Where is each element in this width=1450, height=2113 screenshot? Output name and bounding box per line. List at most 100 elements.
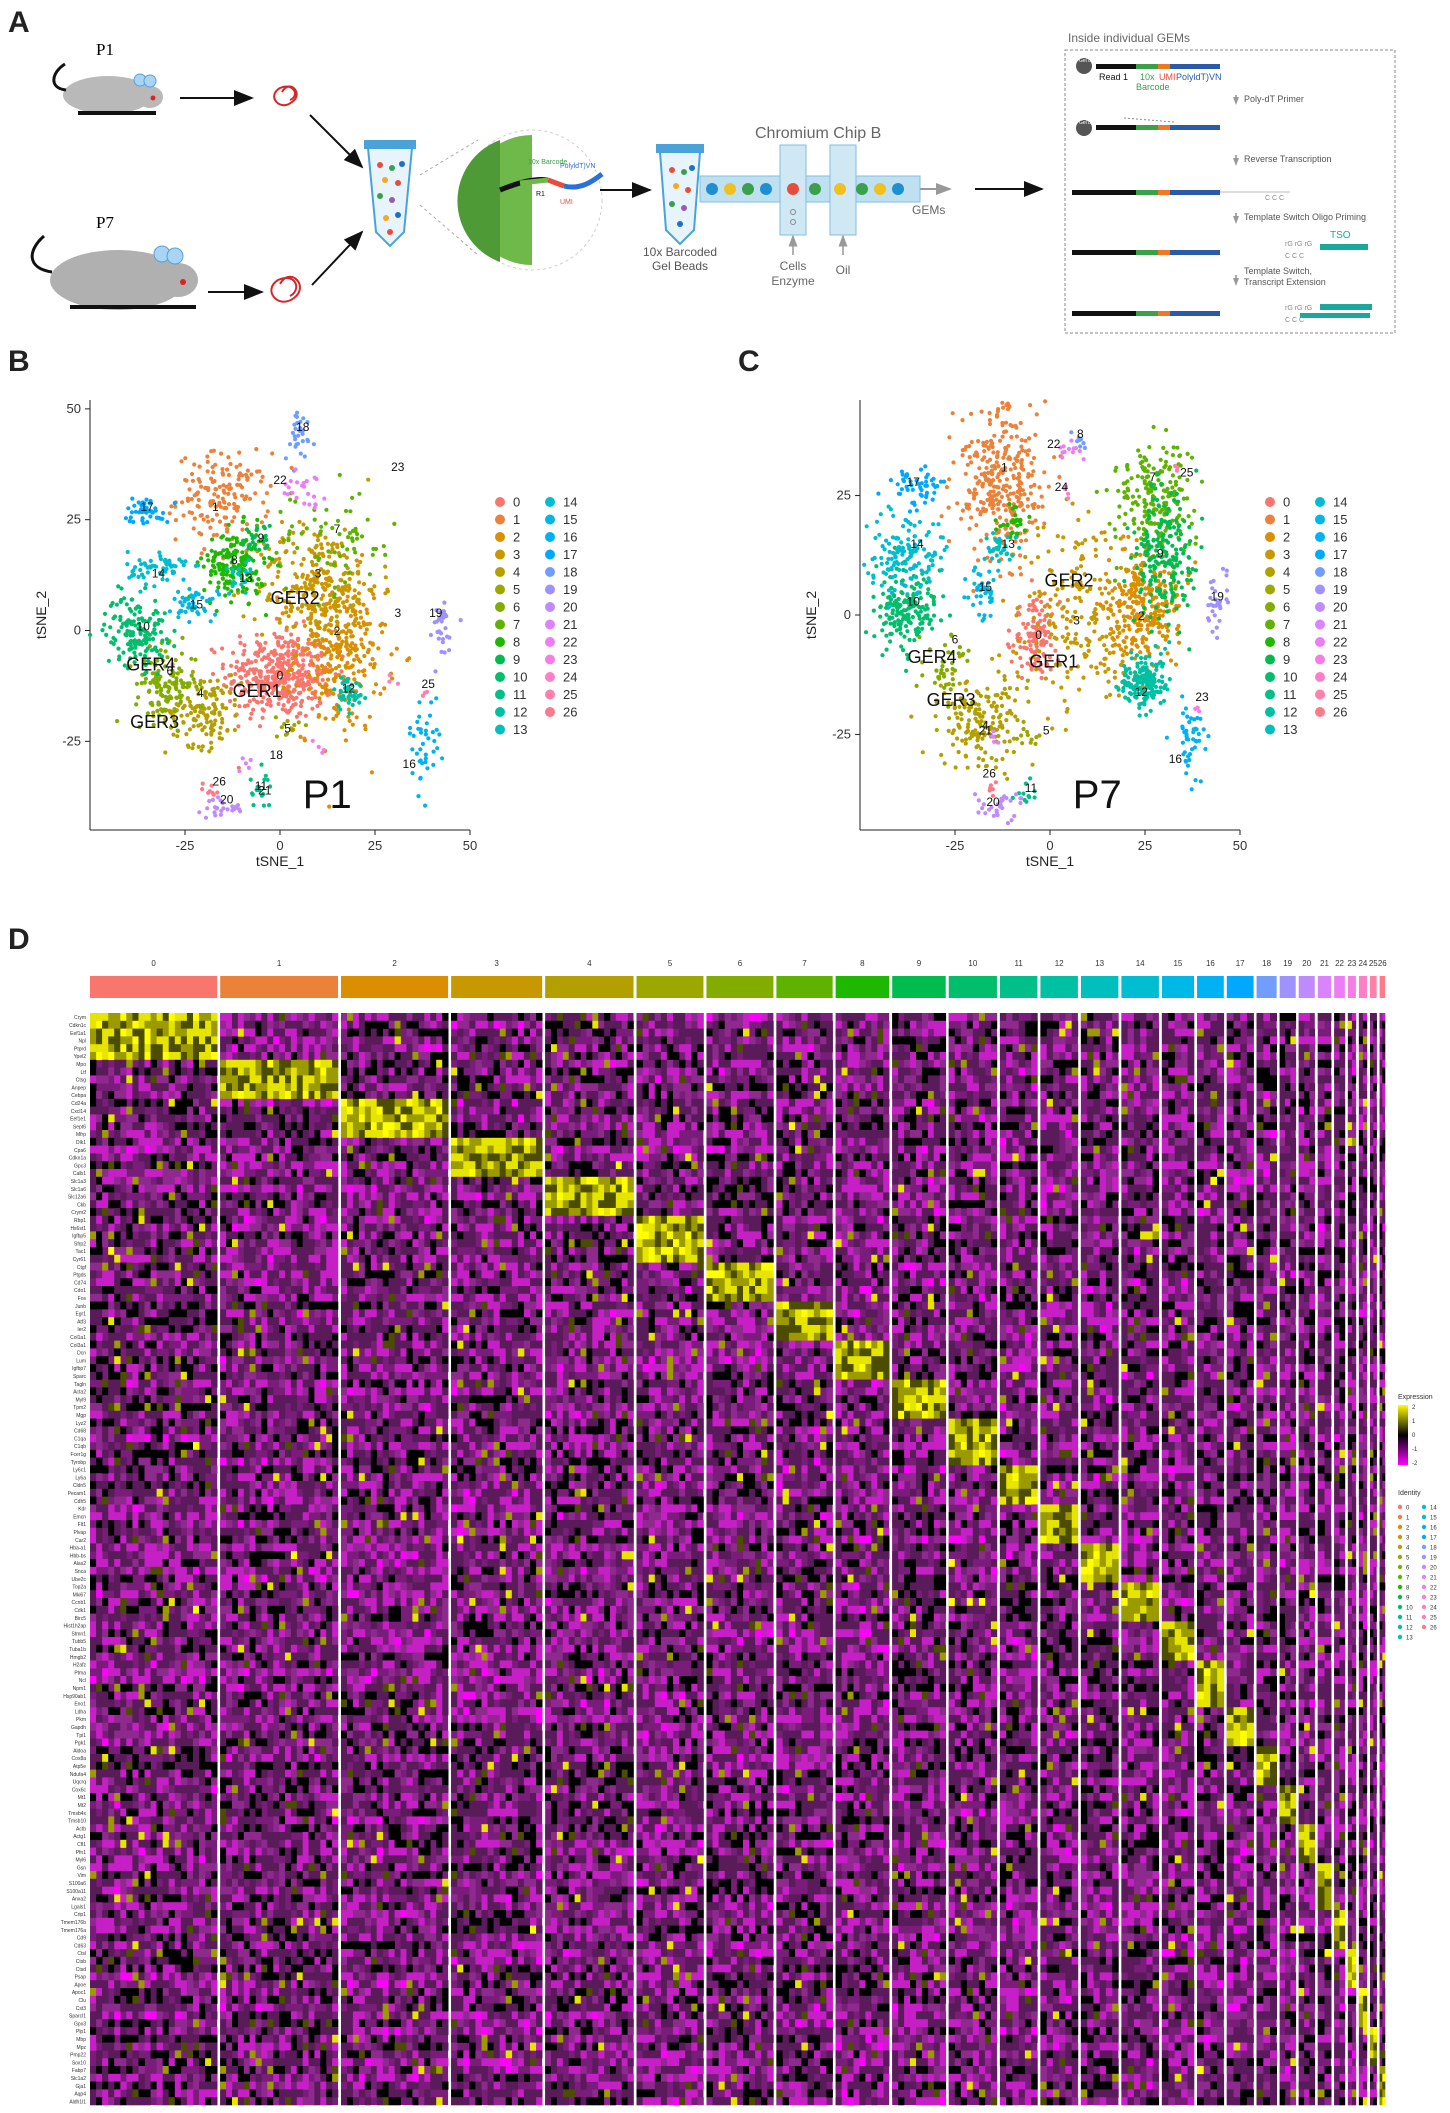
scatter-point-cluster-14: [158, 556, 163, 562]
scatter-point-cluster-2: [320, 593, 326, 598]
heatmap-cell: [904, 1013, 911, 1022]
scatter-point-cluster-0: [296, 678, 301, 683]
scatter-point-cluster-3: [311, 583, 316, 588]
scatter-point-cluster-3: [299, 585, 304, 590]
heatmap-cell: [724, 1013, 732, 1022]
scatter-point-cluster-12: [358, 683, 363, 688]
scatter-points: [88, 410, 463, 820]
scatter-point-cluster-9: [1146, 516, 1151, 521]
scatter-point-cluster-7: [1175, 445, 1180, 450]
scatter-point-cluster-0: [1029, 667, 1034, 672]
scatter-point-cluster-3: [1103, 656, 1108, 661]
scatter-point-cluster-10: [896, 602, 901, 607]
heatmap-cell: [308, 1013, 315, 1022]
scatter-point-cluster-10: [920, 620, 925, 626]
panel-label-a: A: [8, 6, 30, 40]
scatter-point-cluster-14: [893, 555, 898, 560]
scatter-point-cluster-17: [136, 500, 141, 505]
scatter-point-cluster-14: [141, 575, 146, 580]
scatter-point-cluster-4: [214, 697, 219, 702]
scatter-point-cluster-3: [1081, 675, 1086, 680]
scatter-point-cluster-8: [260, 583, 265, 588]
scatter-point-cluster-0: [242, 668, 247, 673]
scatter-point-cluster-14: [880, 544, 885, 549]
scatter-point-cluster-9: [264, 537, 269, 542]
scatter-point-cluster-20: [1018, 800, 1023, 806]
scatter-point-cluster-3: [338, 577, 343, 583]
scatter-point-cluster-13: [240, 574, 245, 579]
heatmap-cell: [388, 1013, 395, 1022]
scatter-point-cluster-14: [137, 558, 142, 563]
legend-label: 4: [1283, 565, 1290, 580]
scatter-point-cluster-10: [928, 618, 933, 623]
scatter-point-cluster-4: [1002, 677, 1007, 682]
scatter-point-cluster-12: [341, 697, 347, 702]
scatter-point-cluster-7: [1199, 479, 1205, 484]
scatter-point-cluster-16: [437, 732, 442, 737]
scatter-point-cluster-3: [309, 559, 315, 565]
scatter-point-cluster-4: [1002, 771, 1007, 776]
scatter-point-cluster-3: [307, 582, 312, 587]
scatter-point-cluster-9: [1170, 598, 1175, 604]
scatter-point-cluster-1: [211, 533, 216, 538]
cluster-number-label: 23: [391, 460, 405, 474]
scatter-point-cluster-6: [134, 681, 139, 686]
scatter-point-cluster-4: [168, 710, 173, 715]
legend-label: 13: [1283, 722, 1297, 737]
scatter-point-cluster-0: [280, 691, 286, 696]
legend-label: 2: [1283, 530, 1290, 545]
scatter-point-cluster-1: [1000, 434, 1005, 439]
scatter-point-cluster-19: [1210, 629, 1215, 634]
scatter-point-cluster-9: [1169, 491, 1174, 496]
scatter-point-cluster-3: [1080, 541, 1085, 546]
scatter-point-cluster-3: [291, 624, 296, 629]
scatter-point-cluster-8: [241, 515, 246, 520]
scatter-point-cluster-17: [924, 483, 929, 488]
cluster-column-label: 1: [277, 959, 282, 968]
scatter-point-cluster-2: [1132, 590, 1137, 595]
scatter-point-cluster-0: [272, 648, 277, 653]
scatter-point-cluster-7: [1145, 469, 1150, 474]
scatter-point-cluster-3: [1100, 634, 1105, 639]
scatter-point-cluster-3: [319, 596, 324, 601]
scatter-point-cluster-3: [354, 647, 359, 652]
cluster-number-label: 17: [907, 475, 921, 489]
scatter-point-cluster-16: [1189, 747, 1195, 752]
scatter-point-cluster-7: [1163, 528, 1168, 533]
scatter-point-cluster-4: [200, 727, 205, 733]
scatter-point-cluster-7: [337, 472, 342, 478]
scatter-point-cluster-0: [309, 696, 315, 701]
scatter-point-cluster-4: [989, 755, 994, 761]
heatmap-cell: [347, 1013, 354, 1022]
scatter-point-cluster-3: [309, 549, 314, 554]
scatter-point-cluster-1: [1019, 458, 1024, 463]
scatter-point-cluster-7: [1140, 475, 1145, 480]
scatter-point-cluster-17: [914, 478, 919, 483]
scatter-point-cluster-1: [189, 510, 195, 516]
scatter-point-cluster-1: [220, 467, 225, 472]
scatter-point-cluster-4: [1011, 749, 1016, 755]
scatter-point-cluster-10: [156, 617, 161, 623]
scatter-point-cluster-3: [302, 580, 307, 586]
scatter-point-cluster-9: [1140, 578, 1145, 583]
scatter-point-cluster-5: [285, 718, 290, 724]
scatter-point-cluster-7: [1163, 463, 1168, 468]
scatter-point-cluster-10: [172, 628, 177, 633]
scatter-point-cluster-22: [1062, 449, 1067, 454]
scatter-point-cluster-2: [362, 668, 367, 673]
scatter-point-cluster-19: [1208, 595, 1213, 600]
scatter-point-cluster-12: [1140, 680, 1145, 685]
scatter-point-cluster-20: [1012, 813, 1017, 819]
scatter-point-cluster-10: [898, 626, 903, 631]
scatter-point-cluster-6: [957, 645, 962, 650]
scatter-point-cluster-0: [278, 656, 283, 661]
heatmap-cell: [795, 1013, 802, 1022]
scatter-point-cluster-2: [370, 642, 375, 647]
scatter-point-cluster-22: [312, 505, 317, 510]
heatmap-cell: [933, 1013, 941, 1022]
scatter-point-cluster-20: [994, 810, 999, 815]
scatter-point-cluster-3: [313, 609, 318, 614]
scatter-point-cluster-10: [912, 599, 917, 604]
scatter-point-cluster-24: [1066, 496, 1071, 501]
step-polydt: Poly-dT Primer: [1244, 94, 1304, 104]
